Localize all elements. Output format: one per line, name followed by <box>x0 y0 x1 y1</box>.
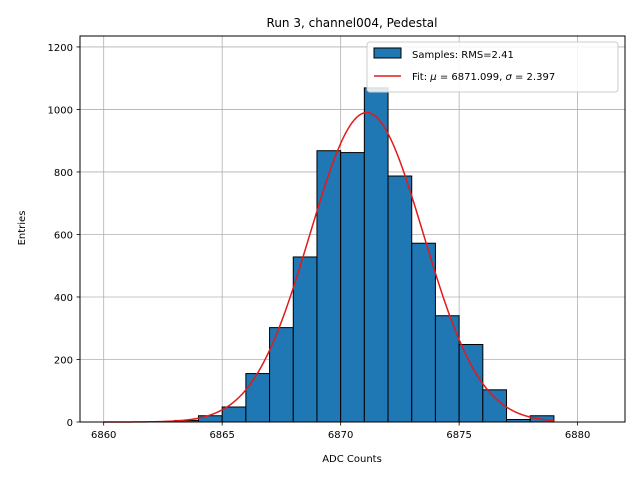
y-tick-label: 0 <box>67 418 73 429</box>
y-tick-label: 1000 <box>48 105 73 116</box>
x-tick-label: 6865 <box>209 430 234 441</box>
histogram-bar <box>292 256 318 423</box>
y-axis-ticks: 0 200 400 600 800 1000 1200 <box>48 43 80 429</box>
plot-frame <box>79 35 626 423</box>
y-tick-label: 200 <box>54 355 73 366</box>
y-tick-label: 400 <box>54 293 73 304</box>
histogram-bar <box>221 406 247 423</box>
y-tick-label: 600 <box>54 230 73 241</box>
fit-curve-layer <box>103 111 554 423</box>
x-axis-ticks: 6860 6865 6870 6875 6880 <box>91 422 590 441</box>
legend: Samples: RMS=2.41 Fit: μ = 6871.099, σ =… <box>366 41 619 93</box>
fit-curve <box>103 111 554 423</box>
x-tick-label: 6875 <box>446 430 471 441</box>
histogram-bar <box>387 175 413 423</box>
x-tick-label: 6870 <box>328 430 353 441</box>
histogram-bar <box>458 343 484 423</box>
y-tick-label: 800 <box>54 168 73 179</box>
histogram-bar <box>340 152 365 423</box>
chart-title: Run 3, channel004, Pedestal <box>267 16 438 30</box>
histogram-bar <box>411 242 436 423</box>
x-tick-label: 6880 <box>565 430 590 441</box>
legend-box <box>366 41 619 93</box>
histogram-bar <box>363 87 389 423</box>
histogram-bar <box>245 373 271 423</box>
legend-histogram-label: Samples: RMS=2.41 <box>412 50 514 61</box>
legend-fit-label: Fit: μ = 6871.099, σ = 2.397 <box>412 72 555 83</box>
legend-histogram-swatch <box>373 47 402 59</box>
x-tick-label: 6860 <box>91 430 116 441</box>
histogram-bar <box>482 389 508 423</box>
y-tick-label: 1200 <box>48 43 73 54</box>
x-axis-label: ADC Counts <box>322 454 382 465</box>
histogram-bar <box>316 150 342 423</box>
y-axis-label: Entries <box>17 211 28 246</box>
